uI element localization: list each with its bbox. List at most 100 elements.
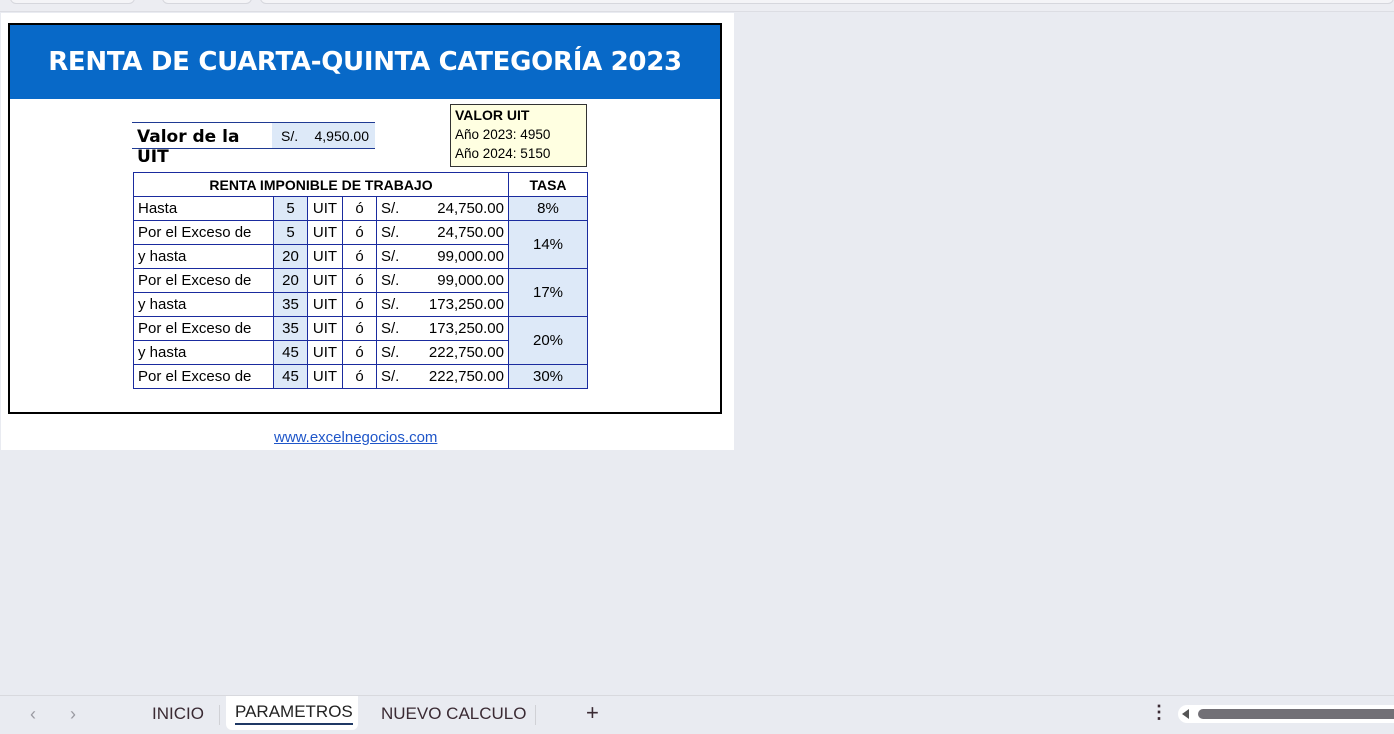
- table-row: Por el Exceso de 5 UIT ó S/. 24,750.00 14%: [133, 220, 588, 269]
- comment-title: VALOR UIT: [455, 107, 530, 123]
- cell-comment: VALOR UIT Año 2023: 4950 Año 2024: 5150: [450, 104, 587, 167]
- row-label[interactable]: y hasta: [133, 244, 274, 269]
- rate-cell[interactable]: 20%: [508, 316, 588, 365]
- scroll-left-icon[interactable]: [1182, 709, 1189, 719]
- uit-count[interactable]: 45: [273, 340, 308, 365]
- row-label[interactable]: Por el Exceso de: [133, 316, 274, 341]
- amount-cell[interactable]: S/. 24,750.00: [376, 220, 509, 245]
- uit-count[interactable]: 20: [273, 244, 308, 269]
- amount-cell[interactable]: S/. 99,000.00: [376, 244, 509, 269]
- table-row: Hasta 5 UIT ó S/. 24,750.00 8%: [133, 196, 588, 221]
- tab-inicio[interactable]: INICIO: [152, 704, 204, 723]
- currency: S/.: [381, 296, 400, 313]
- uit-count[interactable]: 35: [273, 316, 308, 341]
- comment-line: Año 2023: 4950: [455, 127, 551, 142]
- amount-cell[interactable]: S/. 173,250.00: [376, 292, 509, 317]
- top-bar: [0, 0, 1394, 12]
- more-options-icon[interactable]: ⋮: [1150, 702, 1168, 722]
- divider: [535, 705, 536, 725]
- or-text[interactable]: ó: [342, 268, 377, 293]
- table-row: y hasta 20 UIT ó S/. 99,000.00: [133, 244, 588, 269]
- row-label[interactable]: y hasta: [133, 292, 274, 317]
- scrollbar-thumb[interactable]: [1198, 709, 1394, 719]
- currency: S/.: [381, 320, 400, 337]
- table-row: y hasta 45 UIT ó S/. 222,750.00: [133, 340, 588, 365]
- unit[interactable]: UIT: [307, 364, 343, 389]
- unit[interactable]: UIT: [307, 340, 343, 365]
- or-text[interactable]: ó: [342, 364, 377, 389]
- rate-cell[interactable]: 8%: [508, 196, 588, 221]
- currency: S/.: [381, 344, 400, 361]
- or-text[interactable]: ó: [342, 196, 377, 221]
- uit-count[interactable]: 5: [273, 196, 308, 221]
- next-sheet-icon[interactable]: ›: [70, 704, 76, 724]
- website-link[interactable]: www.excelnegocios.com: [274, 429, 438, 446]
- sheet-tab-bar: ‹ › INICIO PARAMETROS NUEVO CALCULO + ⋮: [0, 695, 1394, 734]
- unit[interactable]: UIT: [307, 316, 343, 341]
- table-header: RENTA IMPONIBLE DE TRABAJO: [133, 172, 509, 197]
- amount: 222,750.00: [428, 344, 504, 361]
- currency: S/.: [381, 368, 400, 385]
- amount: 24,750.00: [437, 200, 504, 217]
- row-label[interactable]: Por el Exceso de: [133, 220, 274, 245]
- amount-cell[interactable]: S/. 173,250.00: [376, 316, 509, 341]
- or-text[interactable]: ó: [342, 316, 377, 341]
- amount: 173,250.00: [428, 296, 504, 313]
- unit[interactable]: UIT: [307, 292, 343, 317]
- rate-cell[interactable]: 17%: [508, 268, 588, 317]
- uit-count[interactable]: 45: [273, 364, 308, 389]
- or-text[interactable]: ó: [342, 244, 377, 269]
- currency: S/.: [381, 200, 400, 217]
- or-text[interactable]: ó: [342, 340, 377, 365]
- amount: 99,000.00: [437, 248, 504, 265]
- content-frame: RENTA DE CUARTA-QUINTA CATEGORÍA 2023: [8, 23, 722, 414]
- amount-cell[interactable]: S/. 99,000.00: [376, 268, 509, 293]
- uit-value: 4,950.00: [314, 127, 370, 144]
- currency: S/.: [381, 272, 400, 289]
- amount: 222,750.00: [428, 368, 504, 385]
- unit[interactable]: UIT: [307, 220, 343, 245]
- prev-sheet-icon[interactable]: ‹: [30, 704, 36, 724]
- tab-nuevo-calculo[interactable]: NUEVO CALCULO: [381, 704, 527, 723]
- worksheet[interactable]: RENTA DE CUARTA-QUINTA CATEGORÍA 2023 Va…: [1, 13, 734, 450]
- page-title: RENTA DE CUARTA-QUINTA CATEGORÍA 2023: [10, 25, 720, 99]
- or-text[interactable]: ó: [342, 220, 377, 245]
- uit-value-cell[interactable]: S/. 4,950.00: [272, 122, 375, 149]
- amount-cell[interactable]: S/. 222,750.00: [376, 364, 509, 389]
- unit[interactable]: UIT: [307, 244, 343, 269]
- or-text[interactable]: ó: [342, 292, 377, 317]
- table-row: Por el Exceso de 45 UIT ó S/. 222,750.00 3…: [133, 364, 588, 389]
- top-tab[interactable]: [10, 0, 135, 4]
- amount-cell[interactable]: S/. 222,750.00: [376, 340, 509, 365]
- table-row: Por el Exceso de 35 UIT ó S/. 173,250.00 2…: [133, 316, 588, 365]
- amount-cell[interactable]: S/. 24,750.00: [376, 196, 509, 221]
- tax-table: RENTA IMPONIBLE DE TRABAJO TASA Hasta 5 …: [133, 172, 588, 389]
- table-header: TASA: [508, 172, 588, 197]
- amount: 99,000.00: [437, 272, 504, 289]
- uit-count[interactable]: 35: [273, 292, 308, 317]
- currency: S/.: [381, 248, 400, 265]
- comment-line: Año 2024: 5150: [455, 146, 551, 161]
- table-row: Por el Exceso de 20 UIT ó S/. 99,000.00 17…: [133, 268, 588, 317]
- tab-parametros[interactable]: PARAMETROS: [235, 702, 353, 725]
- unit[interactable]: UIT: [307, 268, 343, 293]
- row-label[interactable]: Por el Exceso de: [133, 364, 274, 389]
- top-tab[interactable]: [162, 0, 252, 4]
- row-label[interactable]: y hasta: [133, 340, 274, 365]
- rate-cell[interactable]: 14%: [508, 220, 588, 269]
- amount: 24,750.00: [437, 224, 504, 241]
- uit-count[interactable]: 5: [273, 220, 308, 245]
- amount: 173,250.00: [428, 320, 504, 337]
- uit-currency: S/.: [281, 127, 299, 144]
- divider: [219, 705, 220, 725]
- uit-count[interactable]: 20: [273, 268, 308, 293]
- row-label[interactable]: Hasta: [133, 196, 274, 221]
- currency: S/.: [381, 224, 400, 241]
- unit[interactable]: UIT: [307, 196, 343, 221]
- horizontal-scrollbar[interactable]: [1178, 705, 1394, 723]
- row-label[interactable]: Por el Exceso de: [133, 268, 274, 293]
- add-sheet-button[interactable]: +: [586, 700, 599, 725]
- top-tab[interactable]: [260, 0, 1394, 4]
- uit-label: Valor de la UIT: [132, 122, 272, 167]
- rate-cell[interactable]: 30%: [508, 364, 588, 389]
